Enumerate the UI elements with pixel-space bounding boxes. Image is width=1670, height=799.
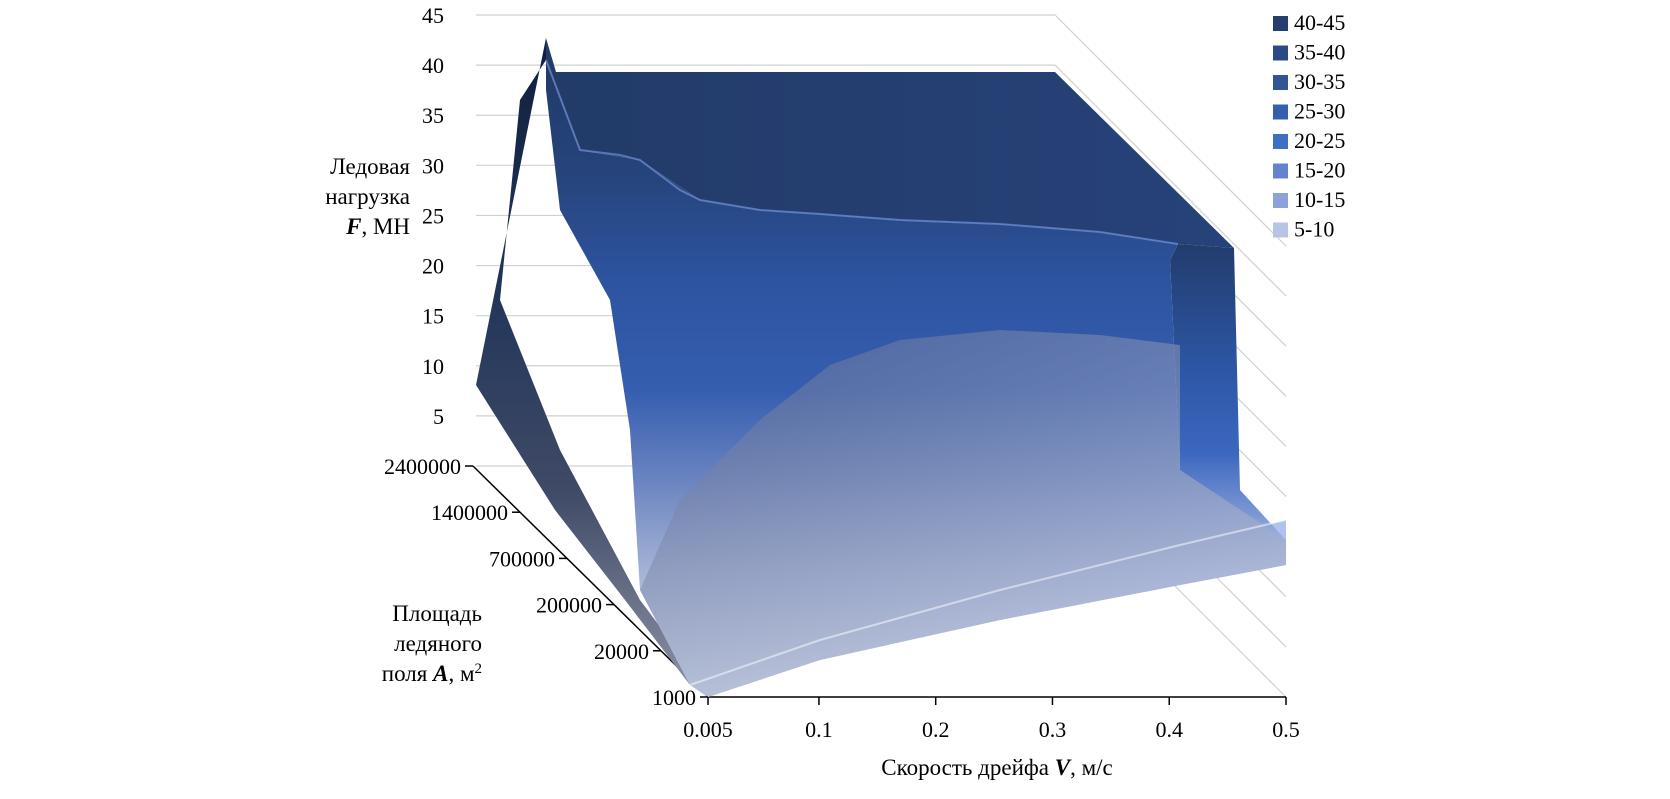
depth-axis-title-line-1: Площадь [392,601,482,626]
x-axis-title: Скорость дрейфа V, м/с [881,755,1113,780]
depth-tick-label: 700000 [489,546,555,571]
legend-swatch [1273,16,1288,31]
legend-swatch [1273,75,1288,90]
z-tick-label: 30 [422,153,444,178]
legend-label: 10-15 [1294,187,1345,212]
z-axis-ticks: 5 10 15 20 25 30 35 40 45 [422,3,444,429]
z-tick-label: 45 [422,3,444,28]
legend-label: 20-25 [1294,128,1345,153]
depth-tick-label: 2400000 [384,454,461,479]
surface-top [546,38,1234,248]
x-axis-ticks: 0.005 0.1 0.2 0.3 0.4 0.5 [683,697,1300,742]
legend-swatch [1273,134,1288,149]
surface-left-face [476,38,700,685]
legend-swatch [1273,45,1288,61]
legend-label: 15-20 [1294,158,1345,183]
depth-axis-title-line-3: поля A, м2 [382,661,482,686]
x-tick-label: 0.1 [805,717,833,742]
z-tick-label: 25 [422,203,444,228]
z-tick-label: 35 [422,103,444,128]
legend-swatch [1273,104,1288,120]
depth-axis-title: Площадь ледяного поля A, м2 [382,601,482,686]
x-tick-label: 0.5 [1272,717,1300,742]
z-tick-label: 15 [422,304,444,329]
z-axis-title-line-1: Ледовая [330,154,410,179]
z-axis-title-line-3: F, МН [345,214,410,239]
x-tick-label: 0.005 [683,717,733,742]
depth-tick-label: 200000 [536,593,602,618]
depth-axis-line [472,465,709,698]
axes [472,465,1286,698]
x-tick-label: 0.2 [922,717,950,742]
legend-label: 5-10 [1294,217,1334,242]
z-tick-label: 5 [433,404,444,429]
depth-tick-label: 1400000 [431,500,508,525]
legend-label: 35-40 [1294,40,1345,65]
surface-curve-region [640,330,1286,697]
surface-floor-edge [689,519,1287,686]
z-axis-title: Ледовая нагрузка F, МН [325,154,410,239]
legend-label: 40-45 [1294,10,1345,35]
z-tick-label: 10 [422,354,444,379]
legend-swatch [1273,222,1288,238]
z-axis-title-line-2: нагрузка [325,184,410,209]
z-tick-label: 40 [422,53,444,78]
depth-axis-title-line-2: ледяного [394,631,482,656]
surface-peak-edge [545,59,1179,245]
legend-swatch [1273,163,1288,179]
gridline [476,64,1287,297]
z-tick-label: 20 [422,254,444,279]
legend-label: 25-30 [1294,99,1345,124]
gridline [476,14,1287,247]
legend-label: 30-35 [1294,69,1345,94]
legend-swatch [1273,193,1288,208]
legend: 40-45 35-40 30-35 25-30 20-25 15-20 10-15 5-10 [1273,10,1345,242]
x-tick-label: 0.4 [1155,717,1183,742]
x-tick-label: 0.3 [1039,717,1067,742]
depth-tick-label: 1000 [652,685,696,710]
surface [476,38,1287,697]
depth-tick-label: 20000 [594,639,649,664]
